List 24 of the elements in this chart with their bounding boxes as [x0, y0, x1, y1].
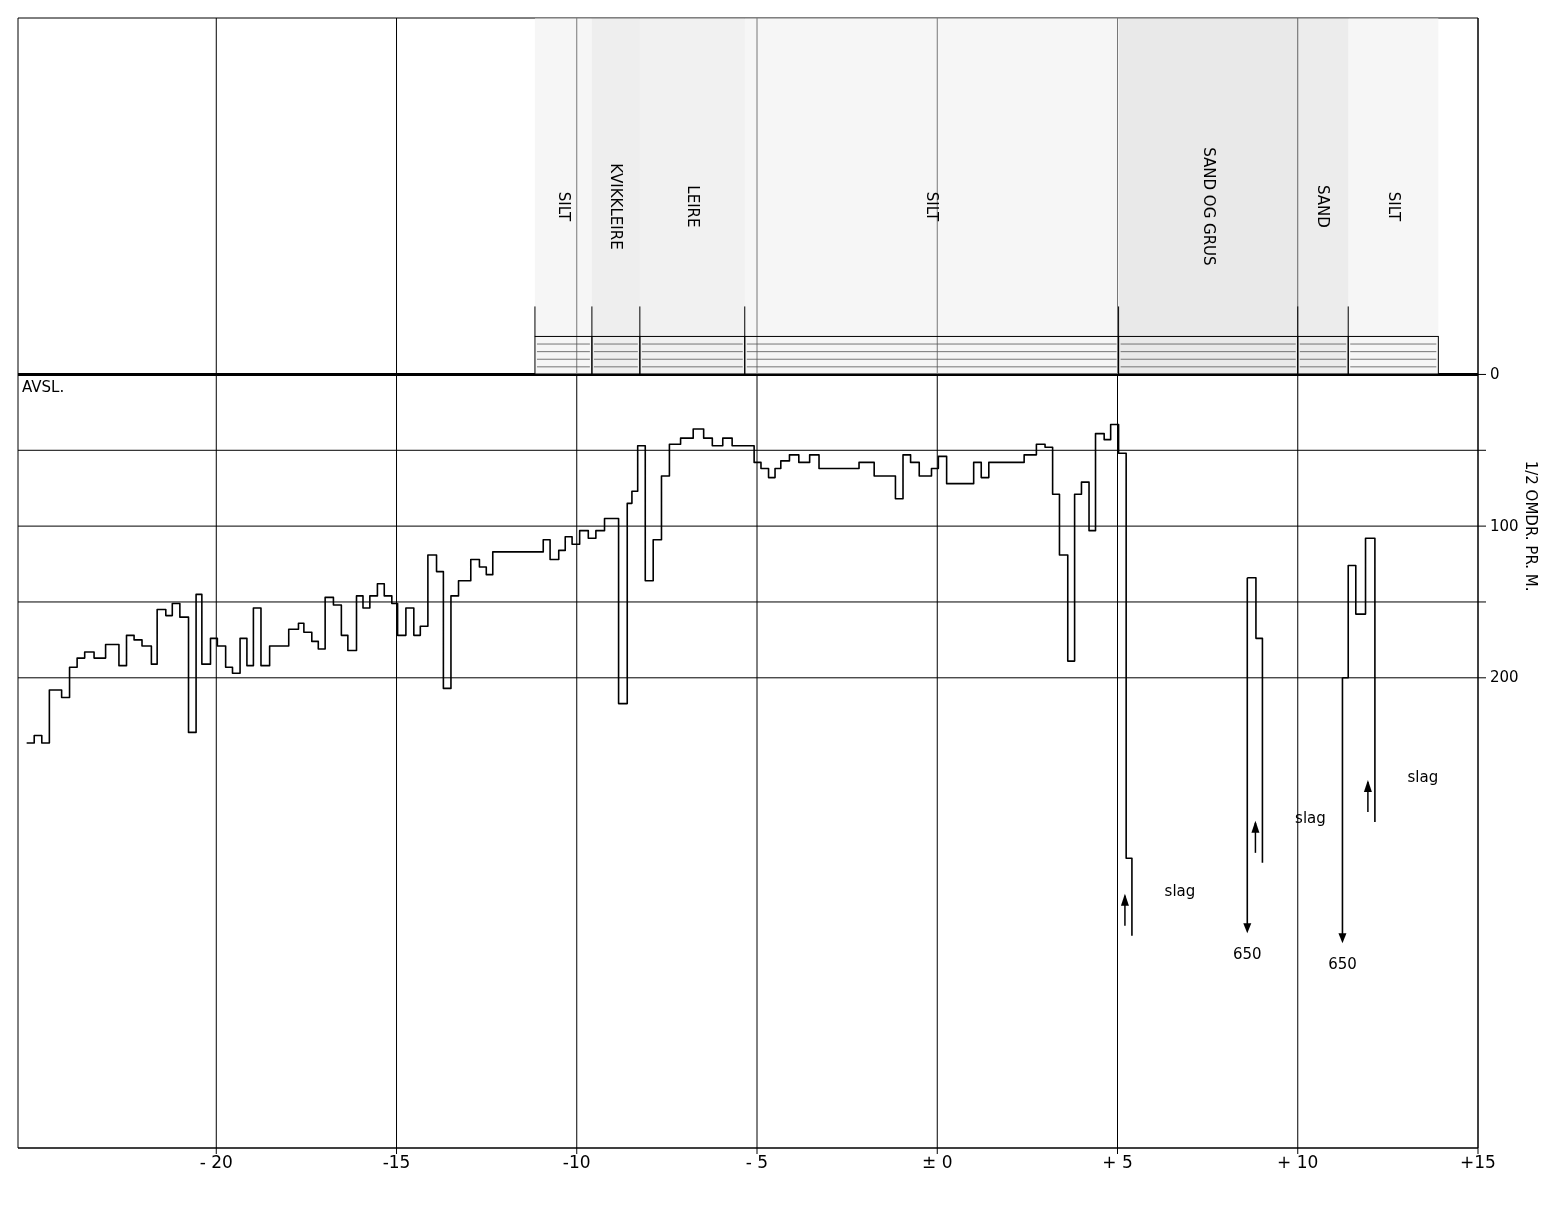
- x-tick-label: - 20: [199, 1152, 233, 1173]
- x-tick-label: -10: [562, 1152, 591, 1173]
- x-tick-label: +15: [1460, 1152, 1496, 1173]
- x-tick-label: -15: [382, 1152, 411, 1173]
- annotation: slag: [1407, 767, 1439, 786]
- annotation: AVSL.: [22, 377, 65, 396]
- annotation: 650: [1232, 944, 1262, 963]
- band-label: SILT: [1384, 191, 1403, 222]
- band-label: KVIKKLEIRE: [607, 163, 626, 250]
- y-tick-label: 0: [1490, 364, 1500, 383]
- x-tick-label: ± 0: [922, 1152, 953, 1173]
- y-tick-label: 100: [1490, 516, 1519, 535]
- x-tick-label: + 10: [1277, 1152, 1319, 1173]
- band-label: SILT: [923, 191, 942, 222]
- band-label: SAND OG GRUS: [1199, 147, 1218, 266]
- annotation: slag: [1164, 881, 1196, 900]
- x-tick-label: + 5: [1102, 1152, 1133, 1173]
- band-label: SILT: [554, 191, 573, 222]
- x-tick-label: - 5: [745, 1152, 769, 1173]
- band-label: LEIRE: [683, 185, 702, 228]
- annotation: 650: [1328, 954, 1357, 973]
- y-axis-title: 1/2 OMDR. PR. M.: [1522, 460, 1540, 592]
- y-tick-label: 200: [1490, 668, 1519, 687]
- band-label: SAND: [1314, 185, 1333, 228]
